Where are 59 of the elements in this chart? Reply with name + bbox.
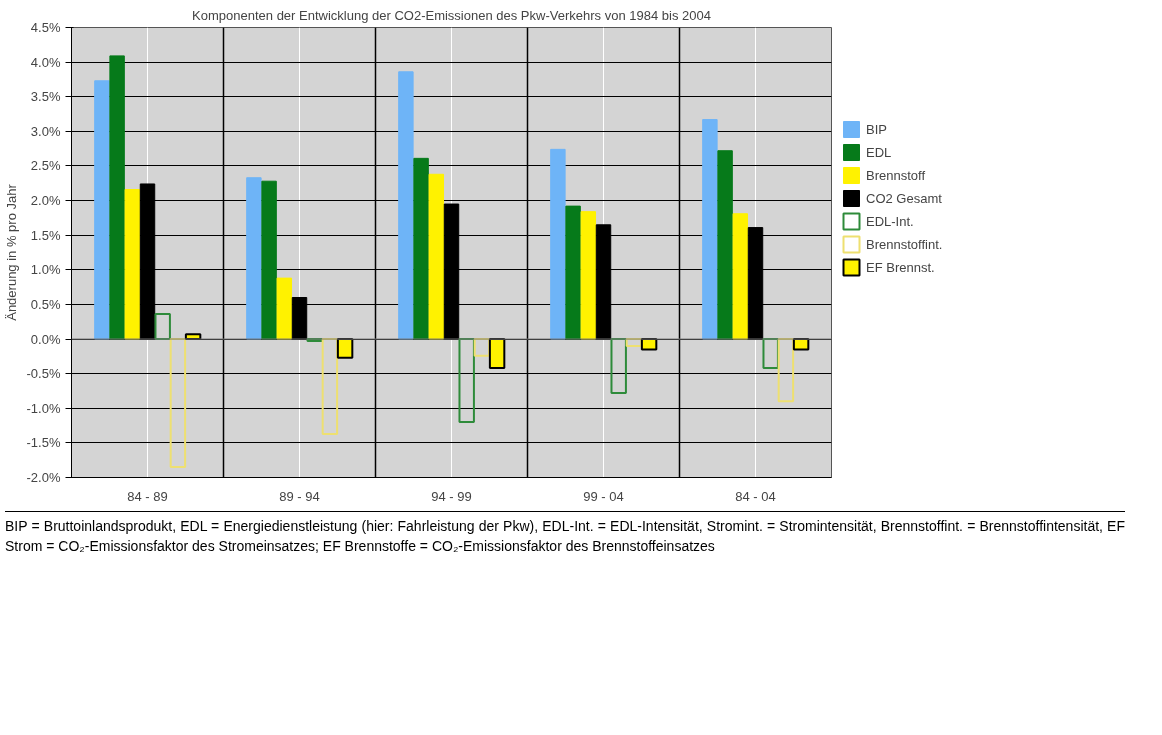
y-tick-label: 0.0% (30, 331, 61, 347)
bar (702, 119, 718, 340)
bar (109, 55, 125, 340)
y-tick-label: -1.0% (26, 400, 61, 416)
y-tick-label: 2.0% (30, 193, 61, 209)
bar (458, 338, 475, 424)
chart-title: Komponenten der Entwicklung der CO2-Emissionen des Pkw-Verkehrs von 1984 bis 2004 (192, 7, 711, 23)
y-tick-label: -2.0% (26, 470, 61, 485)
y-tick-label: 1.0% (30, 262, 61, 278)
legend-label: Brennstoffint. (866, 236, 943, 252)
x-tick-label: 99 - 04 (583, 488, 624, 504)
bar (762, 338, 779, 370)
y-tick-label: -1.5% (26, 435, 61, 451)
bar (428, 173, 445, 340)
text: BIP = Bruttoinlandsprodukt, EDL = Energiedienstleistung (hier: Fahrleistung der Pkw), EDL-Int. = EDL-Intensität, Stromint. = Stromintensität, Brennstoffint. = Brennstoffintensität, EF Strom = CO₂-Emissionsfaktor des Stromeinsatzes; EF Brennstoffe = CO₂-Emissionsfaktor des Brennstoffeinsatzes (5, 511, 1125, 556)
legend-label: BIP (866, 121, 887, 137)
bar (94, 80, 110, 340)
bar (488, 338, 506, 370)
bar (473, 338, 491, 357)
bar (565, 205, 581, 340)
x-tick-label: 89 - 94 (279, 488, 320, 504)
y-tick-label: 3.5% (30, 89, 61, 105)
legend-label: EDL (866, 144, 892, 160)
bar (443, 203, 460, 340)
bar (717, 150, 733, 340)
y-tick-label: 4.0% (30, 54, 61, 70)
y-axis-title: Änderung in % pro Jahr (3, 183, 19, 321)
bar (747, 227, 764, 340)
bar (580, 211, 597, 340)
y-tick-label: 0.5% (30, 296, 61, 312)
bar (321, 338, 339, 435)
legend-label: EF Brennst. (866, 259, 935, 275)
y-tick-label: 4.5% (30, 20, 61, 35)
bar (139, 183, 156, 340)
bar (732, 213, 749, 340)
legend-label: Brennstoff (866, 167, 926, 183)
bar (306, 338, 323, 343)
bar (246, 177, 262, 340)
bar (169, 338, 187, 469)
bar (550, 148, 566, 340)
legend-label: EDL-Int. (866, 213, 914, 229)
y-tick-label: 2.5% (30, 158, 61, 174)
bar (124, 189, 141, 340)
x-tick-label: 84 - 04 (735, 488, 776, 504)
bar (261, 180, 277, 340)
x-tick-label: 94 - 99 (431, 488, 472, 504)
bar (398, 71, 414, 340)
bar (276, 277, 293, 340)
bar (291, 297, 308, 340)
bar (777, 338, 795, 403)
bar (610, 338, 627, 395)
bar (336, 338, 354, 359)
x-tick-label: 84 - 89 (127, 488, 168, 504)
y-tick-label: 3.0% (30, 123, 61, 139)
bar (595, 224, 612, 340)
y-tick-label: -0.5% (26, 366, 61, 382)
y-tick-label: 1.5% (30, 227, 61, 243)
legend-label: CO2 Gesamt (866, 190, 942, 206)
bar (413, 157, 429, 340)
